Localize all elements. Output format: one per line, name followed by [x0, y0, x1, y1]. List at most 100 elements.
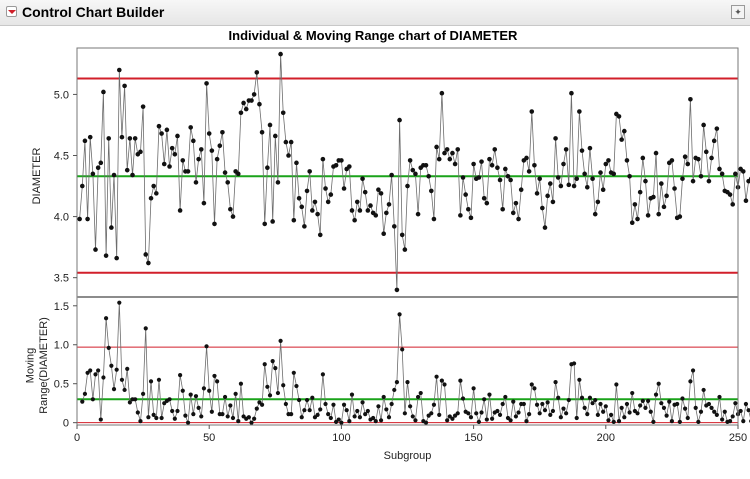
mr-point [326, 411, 331, 417]
individuals-point [688, 97, 693, 102]
mr-point [548, 412, 553, 417]
mr-point [392, 387, 397, 393]
mr-point [574, 415, 579, 421]
individuals-point [706, 178, 712, 184]
individuals-point [569, 90, 574, 96]
mr-point [664, 413, 669, 418]
mr-point [267, 393, 273, 398]
individuals-point [680, 176, 685, 182]
individuals-y-tick-label: 5.0 [54, 89, 69, 101]
individuals-point [365, 208, 371, 213]
mr-point [542, 408, 548, 413]
mr-point [254, 406, 259, 411]
mr-point [653, 392, 659, 397]
mr-point [283, 401, 288, 407]
mr-point [151, 412, 156, 417]
individuals-point [124, 167, 130, 173]
individuals-point [428, 188, 434, 194]
individuals-y-tick-label: 4.0 [54, 212, 69, 224]
individuals-point [545, 193, 550, 199]
mr-point [138, 419, 143, 424]
mr-point [336, 417, 341, 422]
mr-point [643, 405, 648, 410]
individuals-point [339, 158, 344, 163]
individuals-point [317, 232, 323, 238]
individuals-point [357, 208, 363, 213]
individuals-point [98, 160, 104, 166]
mr-point [624, 401, 630, 407]
mr-point [712, 409, 717, 414]
individuals-point [312, 199, 318, 205]
mr-point [394, 380, 400, 385]
mr-point [341, 402, 347, 407]
x-tick-label: 150 [464, 432, 482, 444]
individuals-point [349, 208, 355, 213]
mr-point [587, 395, 593, 400]
individuals-point [262, 221, 268, 227]
mr-point [595, 412, 600, 417]
individuals-point [362, 189, 368, 195]
mr-point [521, 401, 526, 407]
mr-point [566, 397, 571, 403]
individuals-point [175, 133, 180, 139]
mr-point [360, 400, 365, 405]
mr-point [659, 401, 664, 406]
individuals-point [188, 125, 193, 130]
mr-point [212, 373, 217, 379]
individuals-point [669, 158, 675, 163]
individuals-point [730, 202, 736, 207]
individuals-point [180, 158, 186, 163]
individuals-point [299, 204, 305, 210]
individuals-point [106, 136, 112, 141]
mr-point [141, 391, 146, 396]
mr-point [270, 359, 275, 364]
mr-point [434, 374, 439, 379]
individuals-point [399, 232, 405, 238]
mr-point [220, 411, 225, 417]
individuals-point [677, 214, 683, 219]
mr-point [373, 419, 378, 424]
individuals-point [278, 51, 283, 57]
pin-icon[interactable]: ✦ [731, 5, 745, 19]
individuals-point [619, 137, 624, 142]
individuals-point [624, 158, 630, 163]
mr-point [80, 399, 85, 404]
mr-point [466, 411, 471, 416]
individuals-point [717, 166, 722, 172]
disclosure-red-triangle-icon[interactable] [6, 6, 17, 17]
individuals-point [95, 165, 101, 171]
individuals-point [254, 70, 260, 75]
title-bar: Control Chart Builder ✦ [0, 0, 750, 26]
mr-point [199, 414, 204, 419]
individuals-point [703, 149, 709, 155]
mr-point [143, 326, 148, 331]
individuals-point [93, 247, 98, 252]
individuals-point [257, 101, 262, 107]
individuals-point [251, 92, 257, 97]
x-tick-label: 100 [332, 432, 350, 444]
individuals-point [672, 186, 677, 191]
mr-point [579, 395, 585, 400]
mr-point [154, 415, 159, 421]
mr-point [172, 416, 177, 421]
individuals-point [222, 170, 228, 175]
individuals-point [79, 183, 85, 189]
mr-point [331, 402, 336, 407]
individuals-point [463, 192, 468, 197]
mr-point [180, 388, 185, 393]
individuals-point [524, 155, 529, 161]
mr-point [233, 391, 238, 396]
mr-point [661, 405, 667, 410]
plot-frame [76, 47, 739, 426]
mr-point [352, 414, 357, 419]
mr-point [384, 407, 389, 412]
individuals-point [206, 131, 212, 136]
mr-point [590, 401, 595, 406]
mr-point [96, 368, 101, 373]
mr-point [249, 420, 254, 425]
mr-point [537, 411, 542, 416]
individuals-point [273, 133, 278, 139]
individuals-point [600, 187, 606, 193]
individuals-point [217, 143, 223, 149]
individuals-point [114, 255, 119, 261]
